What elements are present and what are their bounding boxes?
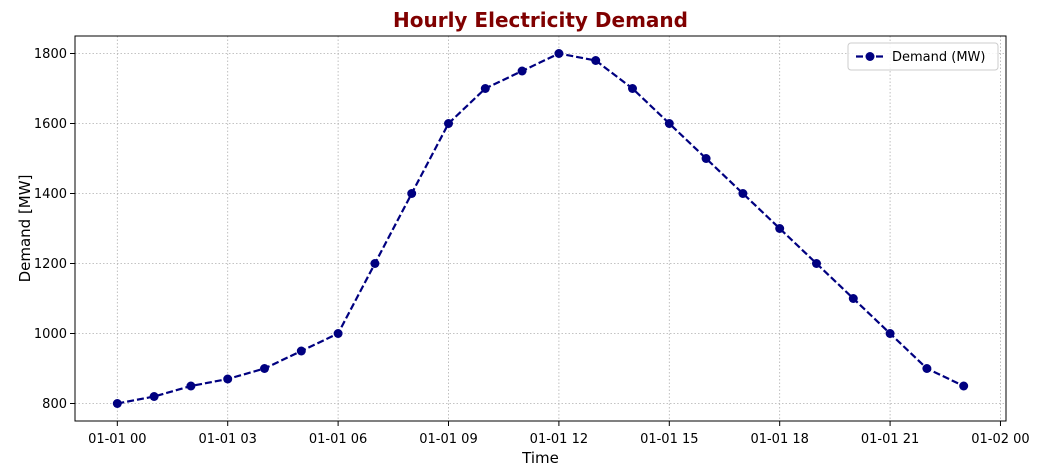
x-tick-label: 01-01 03 — [198, 432, 256, 447]
data-point — [149, 392, 159, 401]
legend-box — [847, 42, 999, 71]
data-point — [554, 49, 564, 58]
y-tick-label: 1800 — [34, 47, 67, 62]
x-tick-label: 01-01 09 — [419, 432, 477, 447]
x-tick-label: 01-01 06 — [309, 432, 367, 447]
data-point — [775, 224, 785, 233]
data-point — [333, 329, 343, 338]
data-point — [296, 346, 306, 356]
data-point — [701, 154, 711, 163]
x-tick-label: 01-02 00 — [971, 432, 1029, 447]
y-axis-title: Demand [MW] — [16, 175, 34, 283]
data-point — [885, 329, 895, 338]
y-tick-label: 1200 — [34, 257, 67, 272]
y-tick-label: 1400 — [34, 187, 67, 202]
y-tick-label: 800 — [42, 397, 67, 412]
data-point — [223, 374, 233, 384]
x-axis-ticks: 01-01 00 01-01 03 01-01 06 01-01 09 01-01 12… — [88, 421, 1030, 447]
data-point — [591, 56, 601, 65]
data-point — [811, 259, 821, 268]
data-point — [517, 66, 527, 76]
chart-title: Hourly Electricity Demand — [393, 8, 688, 32]
y-axis-ticks: 800 1000 1200 1400 1600 1800 — [34, 47, 75, 412]
data-point — [407, 189, 417, 198]
data-point — [444, 119, 454, 128]
x-tick-label: 01-01 15 — [640, 432, 698, 447]
data-point — [922, 364, 932, 373]
data-point — [186, 381, 196, 391]
data-point — [664, 119, 674, 128]
y-tick-label: 1600 — [34, 117, 67, 132]
x-tick-label: 01-01 18 — [750, 432, 808, 447]
data-point — [480, 84, 490, 93]
plot-frame — [74, 35, 1007, 422]
data-point — [738, 189, 748, 198]
data-point — [112, 399, 122, 408]
legend-marker-swatch — [865, 52, 875, 61]
x-tick-label: 01-01 12 — [530, 432, 588, 447]
data-point — [627, 84, 637, 93]
legend-label: Demand (MW) — [892, 50, 985, 65]
grid-lines — [75, 36, 1006, 421]
series-layer — [112, 49, 969, 408]
series-line — [117, 52, 965, 405]
data-point — [848, 294, 858, 303]
x-axis-title: Time — [521, 449, 559, 467]
x-tick-label: 01-01 00 — [88, 432, 146, 447]
data-point — [959, 381, 969, 391]
x-tick-label: 01-01 21 — [861, 432, 919, 447]
y-tick-label: 1000 — [34, 327, 67, 342]
data-point — [370, 259, 380, 268]
legend: Demand (MW) — [847, 42, 999, 71]
data-point — [260, 364, 270, 373]
